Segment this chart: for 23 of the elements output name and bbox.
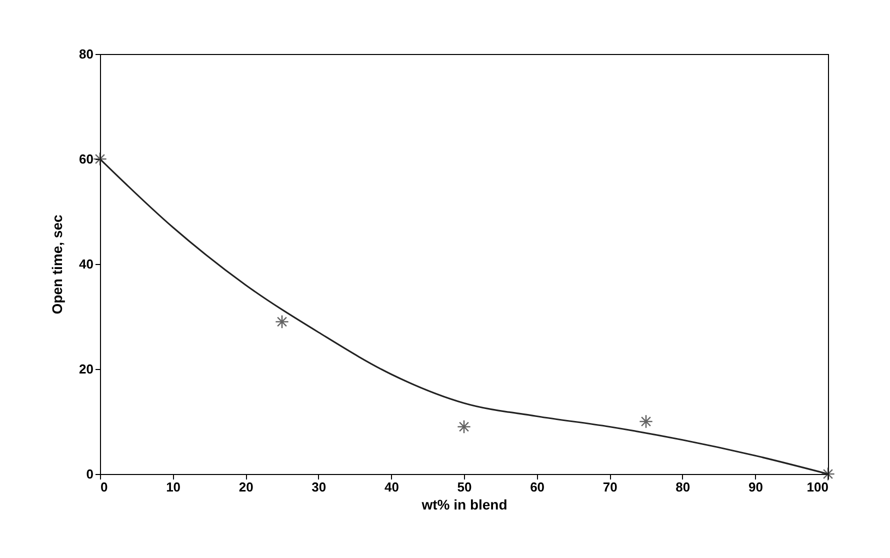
y-tick-label: 40 — [79, 256, 94, 272]
point — [93, 152, 107, 166]
x-tick-label: 10 — [166, 480, 181, 494]
y-tick-label: 60 — [79, 152, 94, 166]
x-tick-label: 70 — [602, 480, 618, 494]
x-tick-label: 0 — [100, 480, 108, 494]
point — [639, 414, 653, 428]
x-tick-label: 80 — [676, 480, 690, 494]
x-tick-label: 30 — [312, 480, 326, 494]
x-tick-label: 40 — [384, 480, 399, 494]
point — [275, 314, 289, 329]
y-tick-label: 0 — [86, 466, 94, 482]
x-tick-label: 100 — [806, 480, 828, 494]
point — [821, 467, 835, 481]
y-axis-title: Open time, sec — [49, 214, 66, 314]
x-tick-label: 50 — [457, 480, 472, 494]
point — [457, 420, 471, 434]
x-axis-title: wt% in blend — [420, 496, 508, 512]
x-tick-label: 60 — [530, 480, 545, 494]
x-tick-label: 90 — [748, 480, 763, 494]
y-tick-label: 80 — [79, 46, 94, 62]
y-tick-label: 20 — [79, 362, 94, 376]
x-tick-label: 20 — [238, 480, 254, 494]
